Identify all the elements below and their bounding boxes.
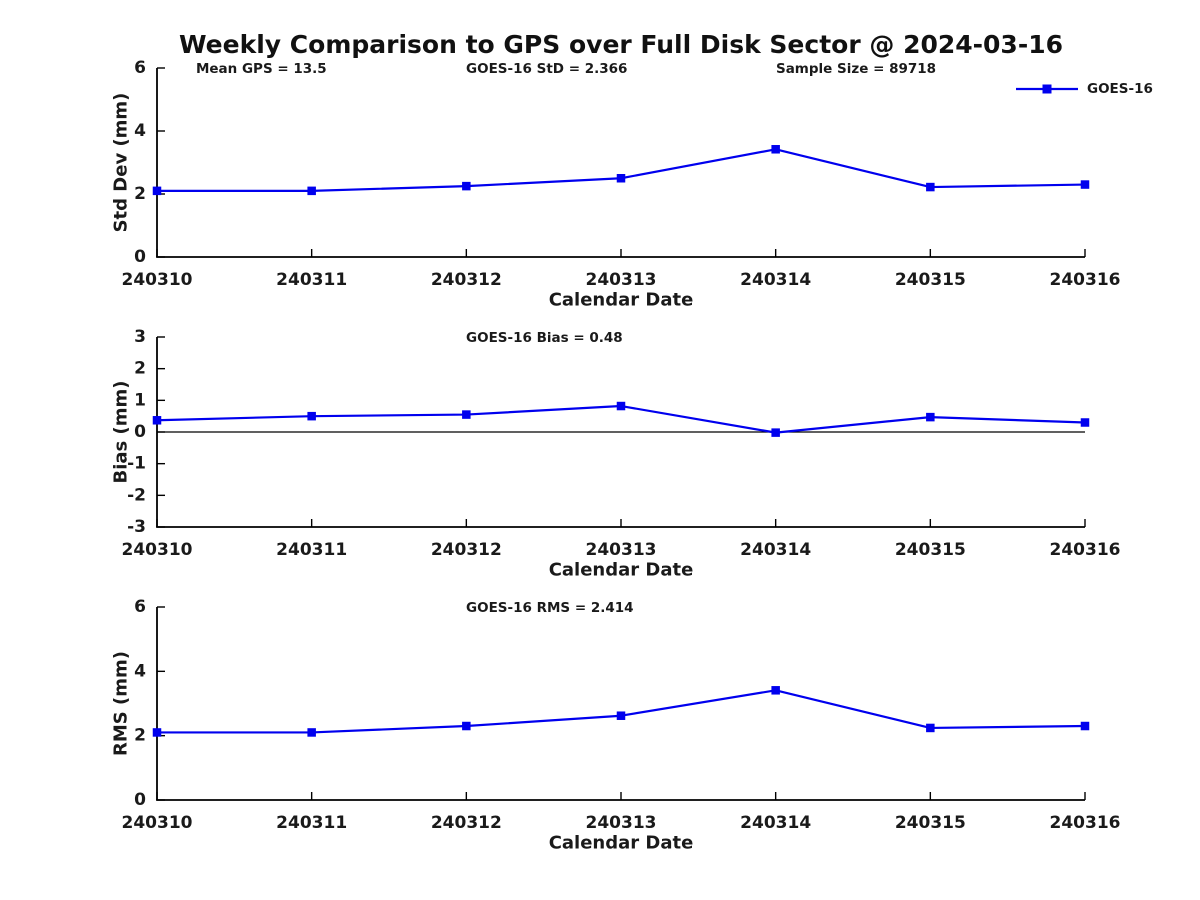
y-tick-label: 4	[134, 121, 146, 141]
x-tick-label: 240315	[895, 270, 966, 290]
x-tick-label: 240310	[122, 540, 193, 560]
data-point-marker	[462, 721, 471, 731]
data-point-marker	[307, 728, 316, 737]
x-tick-label: 240316	[1050, 540, 1121, 560]
x-tick-label: 240314	[740, 813, 811, 833]
annotation-text: GOES-16 Bias = 0.48	[466, 330, 623, 346]
y-tick-label: -3	[127, 517, 146, 537]
x-axis-label: Calendar Date	[549, 833, 694, 854]
x-tick-label: 240316	[1050, 270, 1121, 290]
x-tick-label: 240313	[586, 813, 657, 833]
data-point-marker	[462, 410, 471, 419]
legend-marker-sample	[1042, 84, 1052, 94]
x-tick-label: 240313	[586, 270, 657, 290]
data-point-marker	[616, 174, 626, 183]
data-point-marker	[1080, 418, 1090, 427]
data-point-marker	[926, 182, 935, 192]
x-axis-label: Calendar Date	[549, 290, 694, 311]
y-tick-label: 0	[134, 790, 146, 810]
y-axis-label: RMS (mm)	[111, 651, 132, 756]
y-tick-label: 2	[134, 359, 146, 379]
data-point-marker	[926, 412, 935, 422]
y-tick-label: 2	[134, 726, 146, 746]
x-tick-label: 240310	[122, 813, 193, 833]
x-tick-label: 240315	[895, 540, 966, 560]
figure-title: Weekly Comparison to GPS over Full Disk …	[179, 30, 1063, 59]
y-axis-label: Bias (mm)	[111, 381, 132, 484]
data-point-marker	[926, 723, 935, 733]
annotation-text: Sample Size = 89718	[776, 61, 936, 77]
y-tick-label: -1	[127, 454, 146, 474]
data-point-marker	[1080, 180, 1090, 189]
data-point-marker	[616, 401, 626, 411]
data-line	[157, 689, 1086, 734]
data-point-marker	[152, 186, 162, 196]
x-tick-label: 240311	[276, 540, 347, 560]
y-tick-label: 0	[134, 422, 146, 442]
data-point-marker	[1080, 721, 1090, 731]
y-axis-label: Std Dev (mm)	[111, 93, 132, 233]
x-tick-label: 240311	[276, 813, 347, 833]
y-tick-label: 6	[134, 58, 146, 78]
legend-label: GOES-16	[1087, 81, 1153, 97]
y-tick-label: 1	[134, 390, 146, 410]
x-tick-label: 240315	[895, 813, 966, 833]
x-tick-label: 240312	[431, 813, 502, 833]
x-tick-label: 240314	[740, 540, 811, 560]
data-point-marker	[152, 416, 162, 425]
data-point-marker	[771, 428, 780, 437]
data-point-marker	[462, 181, 471, 191]
x-tick-label: 240314	[740, 270, 811, 290]
x-tick-label: 240313	[586, 540, 657, 560]
data-point-marker	[152, 728, 162, 737]
data-point-marker	[307, 411, 316, 421]
data-line	[157, 148, 1086, 192]
y-tick-label: 3	[134, 327, 146, 347]
y-tick-label: 6	[134, 597, 146, 617]
annotation-text: Mean GPS = 13.5	[196, 61, 327, 77]
annotation-text: GOES-16 StD = 2.366	[466, 61, 627, 77]
data-point-marker	[771, 145, 780, 154]
x-tick-label: 240310	[122, 270, 193, 290]
x-axis-label: Calendar Date	[549, 560, 694, 581]
x-tick-label: 240312	[431, 270, 502, 290]
data-point-marker	[771, 686, 780, 695]
y-tick-label: 4	[134, 661, 146, 681]
x-tick-label: 240316	[1050, 813, 1121, 833]
x-tick-label: 240311	[276, 270, 347, 290]
y-tick-label: -2	[127, 485, 146, 505]
data-point-marker	[616, 711, 626, 720]
x-tick-label: 240312	[431, 540, 502, 560]
data-point-marker	[307, 186, 316, 196]
annotation-text: GOES-16 RMS = 2.414	[466, 600, 634, 616]
y-tick-label: 0	[134, 247, 146, 267]
y-tick-label: 2	[134, 184, 146, 204]
